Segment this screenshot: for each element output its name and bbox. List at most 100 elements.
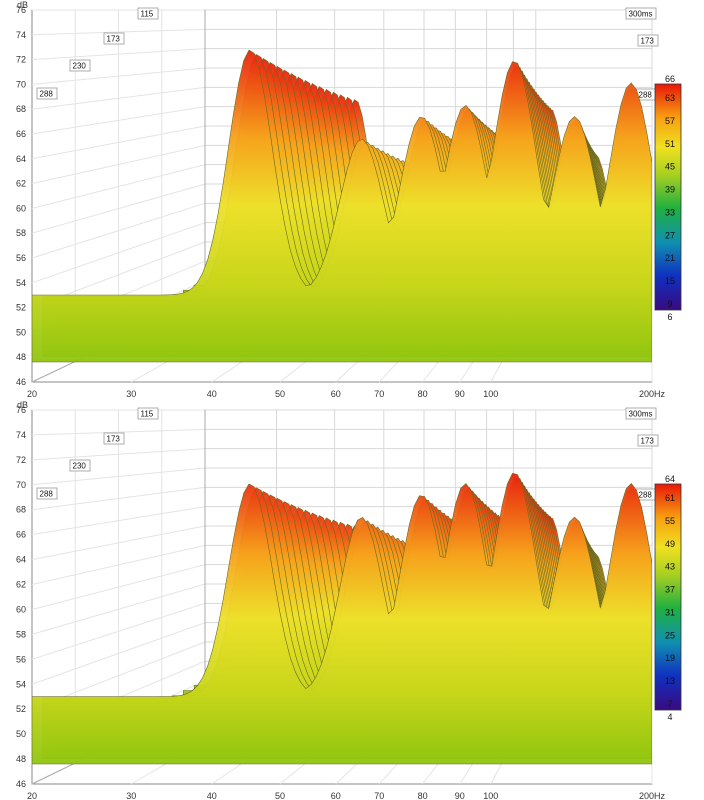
time-label-box [36,87,58,100]
colorbar-label: 57 [665,116,675,126]
time-label: 115 [141,10,154,19]
time-label: 300ms [629,10,653,19]
spectrum-surface [32,49,652,363]
spectrum-slice [32,49,652,363]
x-tick-label: 80 [418,791,428,800]
y-tick-label: 60 [16,604,26,614]
y-tick-label: 74 [16,30,26,40]
y-tick-label: 62 [16,179,26,189]
x-tick-label: 200Hz [639,791,666,800]
x-tick-label: 20 [27,389,37,399]
y-tick-label: 76 [16,405,26,415]
x-tick-label: 100 [483,791,498,800]
time-label: 288 [639,91,653,100]
colorbar-label: 15 [665,276,675,286]
x-tick-label: 40 [207,389,217,399]
y-tick-label: 58 [16,228,26,238]
time-label-box [625,7,657,20]
spectrum-slice [32,472,652,765]
y-tick-label: 72 [16,55,26,65]
y-tick-label: 70 [16,480,26,490]
colorbar [654,83,682,311]
x-tick-label: 90 [455,791,465,800]
colorbar-label: 49 [665,539,675,549]
x-tick-label: 90 [455,389,465,399]
time-label-box [103,32,125,45]
time-label: 288 [40,490,54,499]
y-tick-label: 68 [16,104,26,114]
time-label: 173 [107,435,121,444]
y-tick-label: 66 [16,129,26,139]
time-label: 115 [141,410,154,419]
time-label: 173 [641,437,655,446]
time-label-box [36,487,58,500]
y-tick-label: 48 [16,352,26,362]
x-tick-label: 60 [331,791,341,800]
colorbar-label: 43 [665,562,675,572]
colorbar-label: 9 [667,299,672,309]
y-tick-label: 68 [16,505,26,515]
x-tick-label: 30 [126,389,136,399]
colorbar-label: 21 [665,253,675,263]
colorbar-label: 39 [665,185,675,195]
colorbar-label: 6 [667,312,672,322]
colorbar-label: 64 [665,474,675,484]
time-label-box [137,407,159,420]
x-tick-label: 70 [374,389,384,399]
y-tick-label: 46 [16,779,26,789]
colorbar-label: 45 [665,162,675,172]
colorbar [654,483,682,711]
colorbar-label: 31 [665,607,675,617]
y-tick-label: 76 [16,5,26,15]
time-label: 288 [639,491,653,500]
y-tick-label: 66 [16,530,26,540]
y-tick-label: 74 [16,430,26,440]
y-tick-label: 60 [16,203,26,213]
time-label: 230 [73,62,87,71]
colorbar-label: 13 [665,676,675,686]
y-tick-label: 70 [16,79,26,89]
y-tick-label: 50 [16,729,26,739]
y-unit-label: dB [17,0,28,10]
colorbar-label: 25 [665,630,675,640]
colorbar-label: 33 [665,207,675,217]
colorbar-label: 55 [665,516,675,526]
spectrum-surface [32,472,652,765]
time-label-box [69,59,91,72]
y-tick-label: 52 [16,303,26,313]
time-label: 230 [73,462,87,471]
colorbar-label: 51 [665,139,675,149]
time-label-box [69,459,91,472]
x-tick-label: 60 [331,389,341,399]
y-tick-label: 52 [16,704,26,714]
colorbar-label: 61 [665,493,675,503]
x-tick-label: 70 [374,791,384,800]
time-label: 173 [641,37,655,46]
y-tick-label: 62 [16,580,26,590]
x-tick-label: 80 [418,389,428,399]
time-label-box [137,7,159,20]
time-label-box [637,34,659,47]
colorbar-label: 66 [665,74,675,84]
y-tick-label: 64 [16,555,26,565]
y-unit-label: dB [17,400,28,410]
colorbar-label: 4 [667,712,672,722]
time-label-box [625,407,657,420]
time-label: 288 [40,90,54,99]
x-tick-label: 20 [27,791,37,800]
x-tick-label: 50 [275,389,285,399]
y-tick-label: 48 [16,754,26,764]
colorbar-label: 63 [665,93,675,103]
y-tick-label: 58 [16,629,26,639]
x-tick-label: 200Hz [639,389,666,399]
colorbar-label: 37 [665,585,675,595]
colorbar-label: 27 [665,230,675,240]
x-tick-label: 50 [275,791,285,800]
colorbar-label: 7 [667,699,672,709]
time-label: 173 [107,35,121,44]
x-tick-label: 100 [483,389,498,399]
x-tick-label: 40 [207,791,217,800]
